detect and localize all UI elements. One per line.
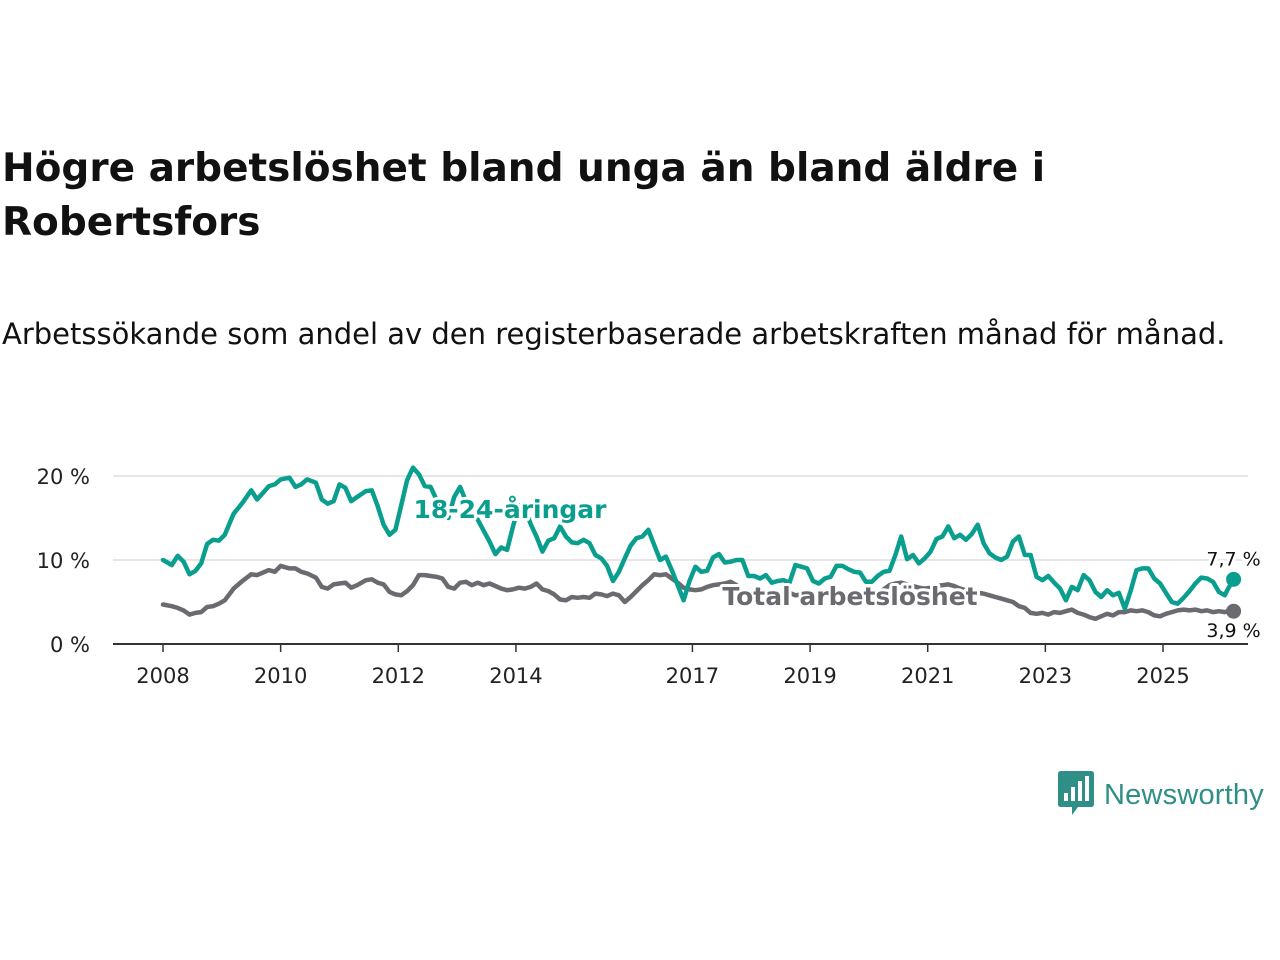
y-axis-ticks: 0 % 10 % 20 % [37,465,90,657]
end-point-total [1226,603,1242,619]
x-tick-label: 2019 [783,664,836,688]
end-label-total: 3,9 % [1206,620,1260,642]
x-tick-label: 2014 [489,664,542,688]
series-line-youth [160,465,1236,611]
series-label-total: Total arbetslöshet [722,582,977,611]
newsworthy-logo-icon [1058,771,1094,819]
chart-subtitle: Arbetssökande som andel av den registerb… [2,317,1226,351]
x-tick-label: 2008 [136,664,189,688]
series-line-total [160,563,1236,622]
x-tick-label: 2012 [372,664,425,688]
line-chart: 0 % 10 % 20 % 2008 2010 2012 2014 2017 2019 2021… [37,465,1264,688]
y-tick-label: 20 % [37,465,90,489]
x-tick-label: 2010 [254,664,307,688]
series-lines [160,465,1242,622]
series-label-youth: 18-24-åringar [414,495,608,524]
x-axis: 2008 2010 2012 2014 2017 2019 2021 2023 2025 [113,643,1248,688]
x-tick-label: 2017 [666,664,719,688]
y-tick-label: 0 % [50,633,90,657]
x-tick-label: 2021 [901,664,954,688]
newsworthy-brand: Newsworthy [1058,771,1264,819]
x-tick-label: 2023 [1019,664,1072,688]
chart-title: Högre arbetslöshet bland unga än bland ä… [2,146,1046,245]
y-tick-label: 10 % [37,549,90,573]
grid-lines [113,475,1248,561]
end-label-total-halo: 3,9 % [1206,620,1260,642]
x-tick-label: 2025 [1136,664,1189,688]
series-label-youth-halo: 18-24-åringar [414,495,608,524]
end-point-youth [1226,571,1242,587]
brand-name: Newsworthy [1104,778,1264,811]
series-label-total-halo: Total arbetslöshet [722,582,977,611]
end-label-youth: 7,7 % [1206,548,1260,570]
end-label-youth-halo: 7,7 % [1206,548,1260,570]
